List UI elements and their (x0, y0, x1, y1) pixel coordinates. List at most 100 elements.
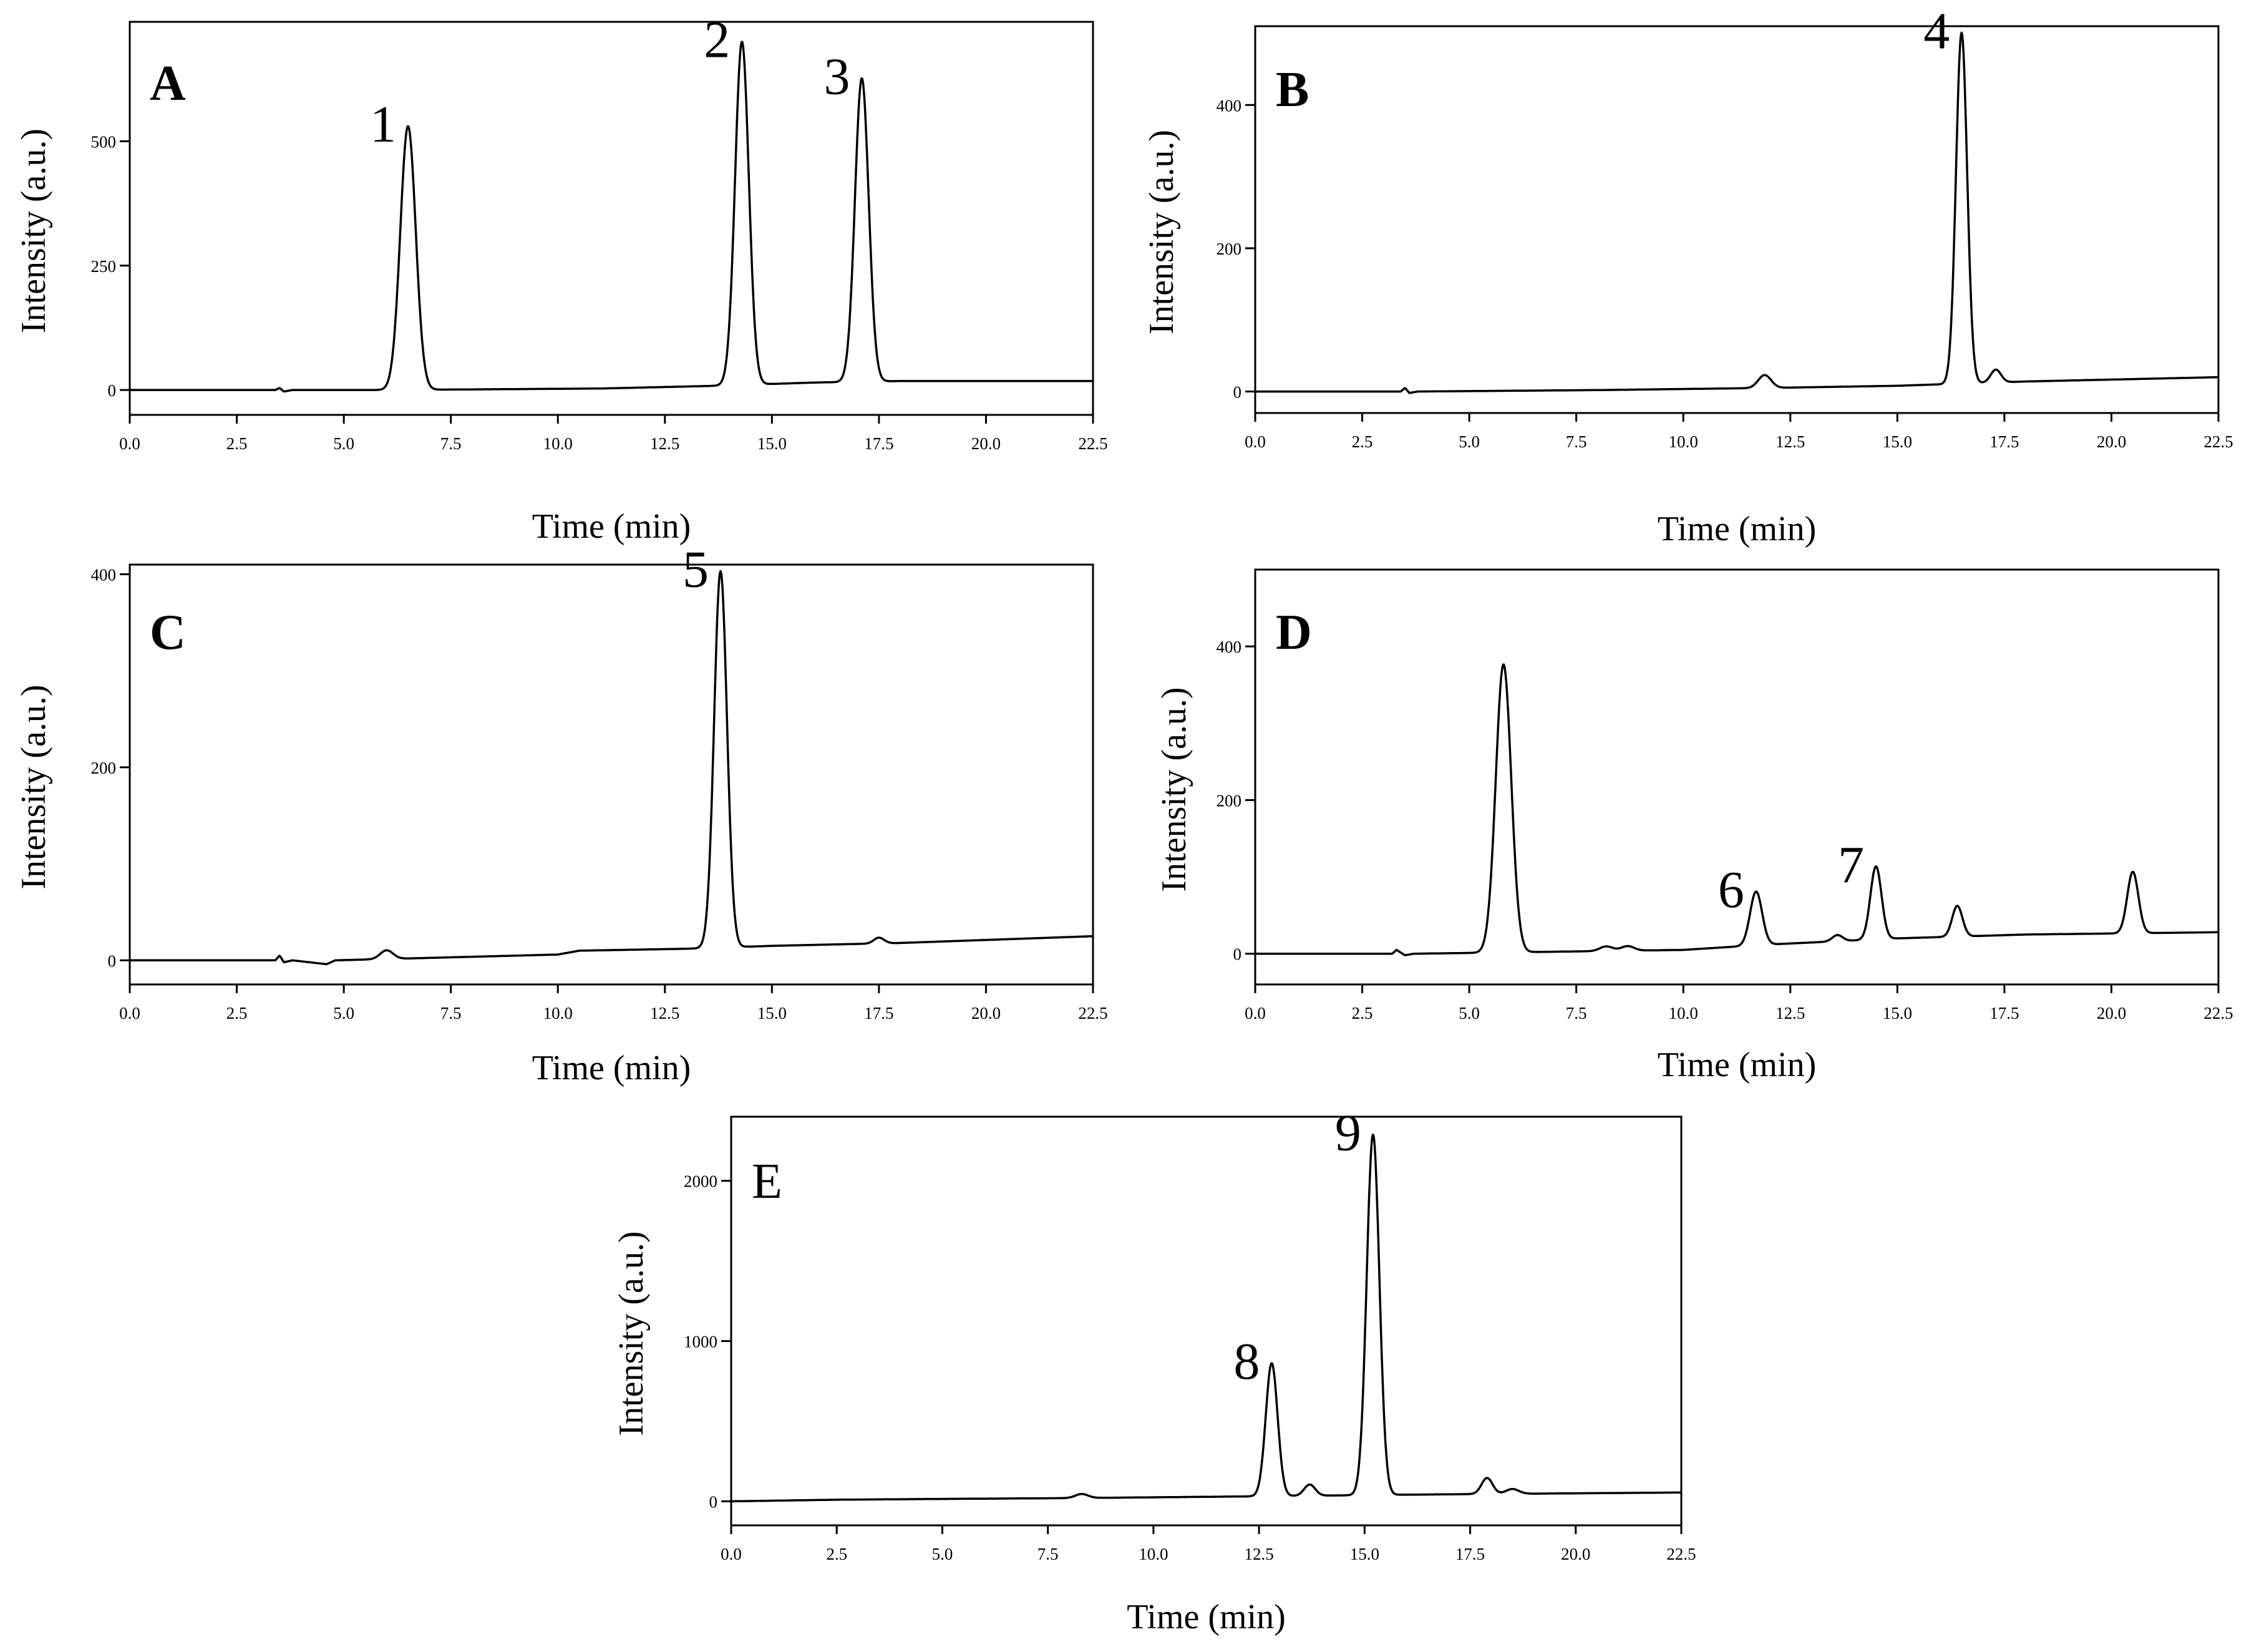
y-tick-label: 400 (1217, 96, 1242, 115)
panel-d: 0.0 2.5 5.0 7.5 10.0 12.5 15.0 17.5 20.0 22.5 0 200… (1155, 568, 2233, 1084)
x-tick-label: 7.5 (440, 434, 462, 453)
panel-letter: C (150, 605, 186, 660)
x-tick-label: 2.5 (1352, 1004, 1373, 1023)
x-tick-label: 5.0 (1459, 1004, 1480, 1023)
x-tick-label: 12.5 (1776, 1004, 1805, 1023)
plot-frame (730, 1115, 1683, 1527)
y-axis-title: Intensity (a.u.) (612, 1231, 651, 1436)
y-tick-label: 400 (1217, 638, 1242, 656)
x-tick-label: 17.5 (1455, 1545, 1485, 1563)
x-tick-label: 10.0 (1139, 1545, 1168, 1563)
y-axis-title: Intensity (a.u.) (1142, 130, 1181, 334)
x-tick-label: 5.0 (932, 1545, 953, 1563)
x-tick-label: 2.5 (1352, 432, 1373, 451)
x-tick-label: 17.5 (1989, 432, 2019, 451)
x-tick-label: 20.0 (2097, 1004, 2126, 1023)
y-tick-label: 200 (1217, 240, 1242, 258)
x-tick-label: 2.5 (226, 1004, 248, 1023)
x-tick-label: 15.0 (1883, 1004, 1912, 1023)
panel-a: 0.0 2.5 5.0 7.5 10.0 12.5 15.0 17.5 20.0 22.50250… (14, 11, 1108, 546)
x-tick-label: 12.5 (650, 434, 679, 453)
x-tick-label: 7.5 (1566, 432, 1587, 451)
x-tick-label: 15.0 (757, 434, 787, 453)
x-tick-label: 0.0 (119, 434, 140, 453)
peak-label-2: 2 (704, 11, 730, 69)
x-tick-label: 20.0 (971, 1004, 1001, 1023)
peak-label-6: 6 (1718, 861, 1744, 919)
panel-letter: B (1276, 62, 1309, 117)
panel-letter: D (1276, 605, 1312, 660)
panel-letter: A (150, 56, 186, 111)
x-tick-label: 0.0 (119, 1004, 140, 1023)
x-tick-label: 22.5 (2203, 1004, 2233, 1023)
x-tick-label: 10.0 (543, 1004, 573, 1023)
peak-label-8: 8 (1233, 1333, 1260, 1391)
y-tick-label: 400 (91, 565, 117, 584)
y-axis-title: Intensity (a.u.) (14, 129, 53, 333)
x-tick-label: 10.0 (1669, 1004, 1698, 1023)
plot-frame (1254, 568, 2220, 986)
x-tick-label: 22.5 (2203, 432, 2233, 451)
y-axis-title: Intensity (a.u.) (14, 684, 53, 889)
x-tick-label: 7.5 (440, 1004, 462, 1023)
x-tick-label: 0.0 (721, 1545, 742, 1563)
x-tick-label: 12.5 (1244, 1545, 1273, 1563)
x-tick-label: 12.5 (1776, 432, 1805, 451)
peak-label-1: 1 (370, 95, 396, 153)
x-tick-label: 5.0 (333, 1004, 354, 1023)
x-axis-title: Time (min) (1127, 1598, 1286, 1636)
x-tick-label: 17.5 (864, 1004, 893, 1023)
y-tick-label: 2000 (684, 1172, 717, 1191)
chromatogram-trace (129, 41, 1094, 393)
chromatogram-trace (731, 1134, 1682, 1503)
y-tick-label: 0 (1233, 945, 1242, 964)
x-tick-label: 5.0 (333, 434, 354, 453)
y-tick-label: 0 (108, 951, 117, 970)
x-axis-title: Time (min) (1658, 510, 1817, 548)
x-axis-title: Time (min) (532, 1049, 691, 1087)
panel-b: 0.0 2.5 5.0 7.5 10.0 12.5 15.0 17.5 20.0 22.5 0 200… (1142, 2, 2233, 548)
y-axis-title: Intensity (a.u.) (1155, 687, 1193, 892)
x-tick-label: 15.0 (1350, 1545, 1379, 1563)
x-tick-label: 12.5 (650, 1004, 679, 1023)
x-tick-label: 22.5 (1666, 1545, 1696, 1563)
x-tick-label: 15.0 (757, 1004, 787, 1023)
y-tick-label: 0 (108, 381, 117, 400)
chromatogram-trace (129, 570, 1094, 966)
y-tick-label: 200 (1217, 791, 1242, 810)
panel-e: 0.0 2.5 5.0 7.5 10.0 12.5 15.0 17.5 20.0 22.5 0 100… (612, 1104, 1696, 1636)
x-tick-label: 22.5 (1078, 434, 1107, 453)
x-tick-label: 0.0 (1245, 1004, 1266, 1023)
x-tick-label: 7.5 (1566, 1004, 1587, 1023)
x-tick-label: 15.0 (1883, 432, 1912, 451)
plot-frame (129, 21, 1094, 416)
peak-label-9: 9 (1335, 1104, 1361, 1162)
plot-frame (1254, 25, 2220, 414)
y-tick-label: 500 (91, 132, 117, 151)
x-tick-label: 2.5 (826, 1545, 847, 1563)
x-tick-label: 10.0 (543, 434, 573, 453)
x-tick-label: 20.0 (971, 434, 1001, 453)
chromatogram-trace (1255, 31, 2219, 394)
x-tick-label: 20.0 (1561, 1545, 1590, 1563)
y-tick-label: 0 (1233, 383, 1242, 402)
y-tick-label: 1000 (684, 1333, 717, 1351)
panel-c: 0.0 2.5 5.0 7.5 10.0 12.5 15.0 17.5 20.0 22.5 0 200… (14, 541, 1108, 1087)
peak-label-7: 7 (1838, 836, 1864, 894)
x-tick-label: 0.0 (1245, 432, 1266, 451)
y-tick-label: 0 (709, 1492, 718, 1511)
peak-label-5: 5 (683, 541, 709, 599)
x-axis-title: Time (min) (532, 507, 691, 546)
peak-label-3: 3 (823, 47, 850, 105)
plot-frame (129, 563, 1094, 986)
y-tick-label: 200 (91, 759, 117, 777)
peak-label-4: 4 (1923, 2, 1950, 60)
x-tick-label: 20.0 (2097, 432, 2126, 451)
y-tick-label: 250 (91, 257, 117, 276)
x-tick-label: 17.5 (1989, 1004, 2019, 1023)
panel-letter: E (752, 1154, 782, 1209)
x-tick-label: 2.5 (226, 434, 248, 453)
x-tick-label: 17.5 (864, 434, 893, 453)
x-axis-title: Time (min) (1658, 1046, 1817, 1084)
